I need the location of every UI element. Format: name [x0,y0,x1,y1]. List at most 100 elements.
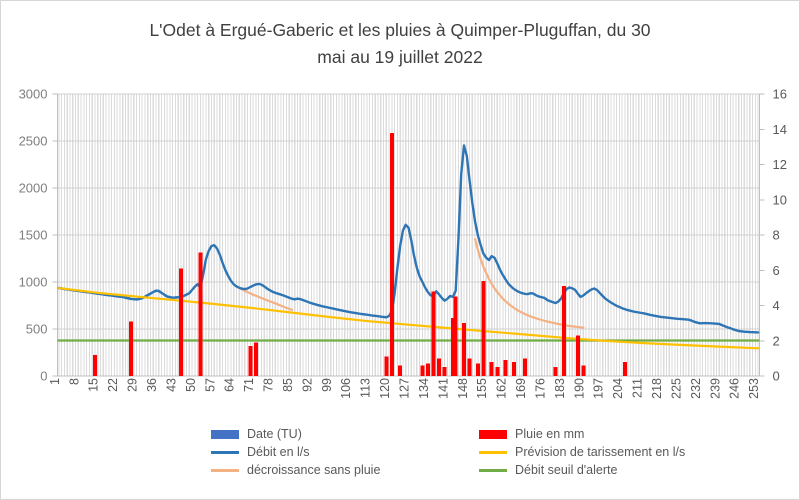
x-axis-tick-label: 57 [203,378,217,392]
rain-bar [437,358,441,376]
x-axis-tick-label: 106 [339,378,353,399]
rain-bar [511,361,516,376]
x-axis-tick-label: 253 [747,378,761,399]
rain-bar [420,365,425,376]
right-axis-tick-label: 6 [773,263,780,278]
rain-bar [575,335,580,376]
left-axis-tick-label: 2000 [19,181,48,196]
rain-bar [523,358,527,376]
right-axis-tick-label: 8 [773,228,780,243]
rain-bar [622,361,627,376]
decroissance-line [235,238,585,329]
prevision-line [57,287,760,350]
x-axis-tick-label: 64 [223,378,237,392]
x-axis-tick-label: 204 [611,378,625,399]
x-axis-tick-label: 162 [495,378,509,399]
x-axis-tick-label: 85 [281,378,295,392]
rain-bar [475,363,480,376]
x-axis-tick-label: 246 [728,378,742,399]
x-axis-tick-label: 36 [145,378,159,392]
rain-bar [248,346,253,376]
prevision-line-swatch [479,450,507,454]
rain-bar [129,321,133,376]
right-axis-tick-label: 2 [773,333,780,348]
rain-bar [503,360,508,376]
legend-item-date: Date (TU) [211,427,479,441]
left-axis-tick-label: 2500 [19,134,48,149]
legend-item-pluie: Pluie en mm [479,427,747,441]
legend-item-seuil: Débit seuil d'alerte [479,463,747,477]
rain-bar [467,358,472,376]
debit-line-swatch [211,450,239,454]
x-axis-tick-label: 50 [184,378,198,392]
rain-bar [93,354,97,376]
legend-label-date: Date (TU) [247,427,302,441]
rain-bar [495,367,500,376]
left-axis-tick-label: 1500 [19,228,48,243]
rain-bar [198,252,203,376]
x-axis-tick-label: 225 [669,378,683,399]
rain-bar [553,367,558,376]
seuil-line-swatch [479,468,507,472]
rain-bar [462,323,466,376]
h-gridlines [57,93,760,330]
chart-title-line1: L'Odet à Ergué-Gaberic et les pluies à Q… [149,20,651,40]
legend-label-pluie: Pluie en mm [515,427,585,441]
rain-bar [425,363,430,376]
rain-bar [179,268,183,376]
x-axis-tick-label: 8 [67,378,81,385]
x-axis-tick-label: 113 [359,378,373,398]
rain-bar [489,361,494,376]
x-axis-tick-label: 99 [320,378,334,392]
rain-bar [431,291,436,376]
rain-bar [450,317,455,376]
rain-series-swatch [479,429,507,439]
rain-bar [398,365,403,376]
x-axis-tick-label: 141 [436,378,450,399]
right-axis-tick-label: 4 [773,298,780,313]
x-axis-tick-label: 155 [475,378,489,399]
x-axis-tick-label: 120 [378,378,392,399]
rain-bar [253,342,258,376]
right-axis-labels: 0 2 4 6 8 10 12 14 16 [773,87,787,384]
right-axis-tick-label: 0 [773,369,780,384]
x-axis-tick-label: 197 [592,378,606,399]
x-axis-tick-label: 1 [48,378,62,385]
x-axis-labels: 1 8 15 22 29 36 43 50 57 64 71 78 85 92 99 106 113 120 127… [48,378,761,399]
rain-bar [453,296,458,376]
x-axis-tick-label: 29 [126,378,140,392]
left-axis-tick-label: 500 [26,322,48,337]
axis-frame [52,93,765,377]
legend-label-decroissance: décroissance sans pluie [247,463,381,477]
date-series-swatch [211,429,239,439]
legend-item-prevision: Prévision de tarissement en l/s [479,445,747,459]
x-axis-tick-label: 134 [417,378,431,399]
right-axis-tick-label: 10 [773,192,787,207]
decroissance-line-swatch [211,468,239,472]
rain-bar [481,280,486,376]
legend-label-prevision: Prévision de tarissement en l/s [515,445,686,459]
x-axis-tick-label: 169 [514,378,528,399]
x-axis-tick-label: 239 [708,378,722,399]
right-axis-tick-label: 14 [773,122,787,137]
left-axis-tick-label: 3000 [19,87,48,102]
x-axis-tick-label: 71 [242,378,256,392]
rain-bar [384,356,389,376]
x-axis-tick-label: 127 [398,378,412,399]
x-axis-tick-label: 78 [262,378,276,392]
legend-item-decroissance: décroissance sans pluie [211,463,479,477]
rain-bar [581,365,586,376]
x-axis-tick-label: 22 [106,378,120,392]
chart-title: L'Odet à Ergué-Gaberic et les pluies à Q… [1,17,799,71]
x-axis-tick-label: 176 [533,378,547,399]
rain-bar [389,132,394,376]
left-axis-labels: 0 500 1000 1500 2000 2500 3000 [19,87,48,384]
chart-legend: Date (TU) Pluie en mm Débit en l/s Prévi… [211,425,747,479]
left-axis-tick-label: 1000 [19,275,48,290]
right-axis-tick-label: 12 [773,157,787,172]
x-axis-tick-label: 43 [164,378,178,392]
rain-bars [93,132,627,376]
x-axis-tick-label: 232 [689,378,703,399]
